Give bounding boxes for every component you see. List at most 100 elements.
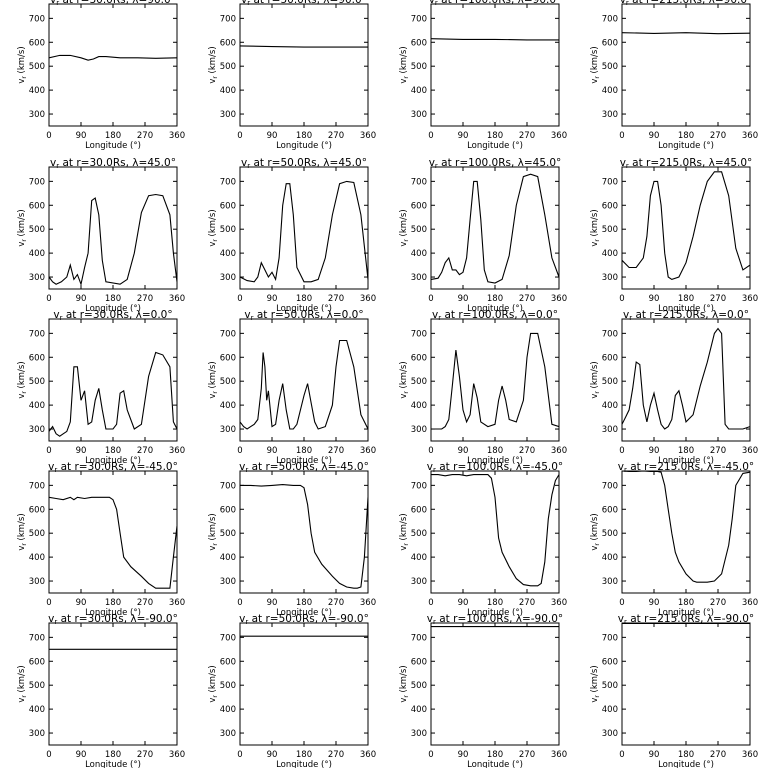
- y-tick-label: 700: [220, 481, 236, 491]
- x-tick-label: 360: [551, 750, 567, 760]
- x-tick-label: 180: [678, 294, 694, 304]
- x-tick-label: 270: [519, 131, 535, 141]
- x-tick-label: 180: [487, 598, 503, 608]
- plot-frame: [430, 3, 560, 127]
- plot-frame: [621, 166, 751, 290]
- panel-title: vr at r=30.0Rs, λ=45.0°: [50, 157, 176, 170]
- x-tick-label: 360: [360, 294, 376, 304]
- y-tick-label: 600: [220, 201, 236, 211]
- y-tick-label: 500: [602, 225, 618, 235]
- panel-title: vr at r=50.0Rs, λ=-45.0°: [239, 461, 369, 474]
- x-axis-label: Longitude (°): [85, 141, 141, 151]
- y-tick-label: 700: [602, 329, 618, 339]
- x-tick-label: 90: [458, 294, 469, 304]
- series-line: [49, 496, 177, 589]
- y-tick-label: 600: [602, 353, 618, 363]
- y-axis-label: vr (km/s): [590, 513, 601, 550]
- panel-title: vr at r=30.0Rs, λ=0.0°: [53, 309, 172, 322]
- y-axis-label: vr (km/s): [399, 361, 410, 398]
- x-axis-label: Longitude (°): [276, 608, 332, 618]
- series-line: [240, 339, 368, 430]
- x-tick-label: 90: [76, 446, 87, 456]
- x-tick-label: 180: [296, 131, 312, 141]
- x-tick-label: 180: [296, 446, 312, 456]
- x-axis-label: Longitude (°): [467, 304, 523, 314]
- x-tick-label: 0: [46, 598, 51, 608]
- x-tick-label: 180: [678, 598, 694, 608]
- panel-title: vr at r=100.0Rs, λ=-90.0°: [427, 613, 563, 626]
- y-tick-label: 300: [220, 273, 236, 283]
- panel-17: vr at r=30.0Rs, λ=-90.0° 0 90 180 270 360 300 4…: [17, 613, 185, 768]
- y-tick-label: 300: [411, 577, 427, 587]
- y-axis-label: vr (km/s): [590, 361, 601, 398]
- x-tick-label: 180: [487, 750, 503, 760]
- y-tick-label: 700: [411, 329, 427, 339]
- y-tick-label: 300: [29, 729, 45, 739]
- plot-frame: [621, 622, 751, 746]
- panel-title: vr at r=30.0Rs, λ=-90.0°: [48, 613, 178, 626]
- y-tick-label: 500: [220, 377, 236, 387]
- x-tick-label: 270: [328, 131, 344, 141]
- y-tick-label: 500: [220, 529, 236, 539]
- y-tick-label: 300: [220, 729, 236, 739]
- y-tick-label: 700: [29, 633, 45, 643]
- y-tick-label: 700: [602, 14, 618, 24]
- y-tick-label: 300: [602, 273, 618, 283]
- y-tick-label: 700: [220, 633, 236, 643]
- y-tick-label: 600: [411, 201, 427, 211]
- y-axis-label: vr (km/s): [208, 665, 219, 702]
- panel-title: vr at r=50.0Rs, λ=0.0°: [244, 309, 363, 322]
- x-tick-label: 270: [137, 131, 153, 141]
- y-tick-label: 400: [411, 553, 427, 563]
- y-tick-label: 400: [411, 401, 427, 411]
- plot-frame: [430, 622, 560, 746]
- y-tick-label: 300: [29, 273, 45, 283]
- panel-19: vr at r=100.0Rs, λ=-90.0° 0 90 180 270 360 300…: [399, 613, 567, 768]
- x-axis-label: Longitude (°): [467, 141, 523, 151]
- y-tick-label: 400: [29, 401, 45, 411]
- y-axis-label: vr (km/s): [208, 361, 219, 398]
- panel-10: vr at r=50.0Rs, λ=0.0° 0 90 180 270 360 300 400…: [208, 309, 376, 466]
- x-tick-label: 360: [360, 446, 376, 456]
- x-axis-label: Longitude (°): [85, 760, 141, 768]
- panel-title: vr at r=215.0Rs, λ=-45.0°: [618, 461, 754, 474]
- x-tick-label: 360: [360, 750, 376, 760]
- y-tick-label: 600: [602, 657, 618, 667]
- y-axis-label: vr (km/s): [590, 46, 601, 83]
- y-tick-label: 600: [220, 505, 236, 515]
- x-tick-label: 270: [137, 294, 153, 304]
- y-tick-label: 300: [411, 729, 427, 739]
- panel-title: vr at r=215.0Rs, λ=-90.0°: [618, 613, 754, 626]
- y-tick-label: 500: [29, 62, 45, 72]
- y-tick-label: 400: [411, 249, 427, 259]
- y-tick-label: 400: [29, 705, 45, 715]
- y-tick-label: 300: [29, 110, 45, 120]
- x-tick-label: 0: [46, 131, 51, 141]
- panel-3: vr at r=100.0Rs, λ=90.0°0 90 180 270 3603004…: [399, 0, 567, 151]
- x-tick-label: 0: [619, 598, 624, 608]
- series-line: [431, 332, 559, 430]
- y-tick-label: 600: [602, 505, 618, 515]
- panel-title: vr at r=50.0Rs, λ=-90.0°: [239, 613, 369, 626]
- x-tick-label: 360: [551, 294, 567, 304]
- plot-frame: [239, 318, 369, 442]
- x-tick-label: 90: [649, 598, 660, 608]
- panel-title: vr at r=100.0Rs, λ=-45.0°: [427, 461, 563, 474]
- y-tick-label: 500: [602, 529, 618, 539]
- x-tick-label: 180: [105, 598, 121, 608]
- series-line: [431, 173, 559, 284]
- x-tick-label: 90: [267, 598, 278, 608]
- y-tick-label: 600: [411, 38, 427, 48]
- plot-frame: [239, 622, 369, 746]
- panel-title: vr at r=50.0Rs, λ=45.0°: [241, 157, 367, 170]
- y-tick-label: 700: [29, 177, 45, 187]
- x-tick-label: 270: [710, 131, 726, 141]
- series-line: [431, 38, 559, 41]
- x-tick-label: 90: [458, 446, 469, 456]
- plot-frame: [48, 3, 178, 127]
- y-tick-label: 300: [29, 425, 45, 435]
- y-axis-label: vr (km/s): [208, 46, 219, 83]
- y-tick-label: 300: [602, 577, 618, 587]
- y-tick-label: 400: [29, 86, 45, 96]
